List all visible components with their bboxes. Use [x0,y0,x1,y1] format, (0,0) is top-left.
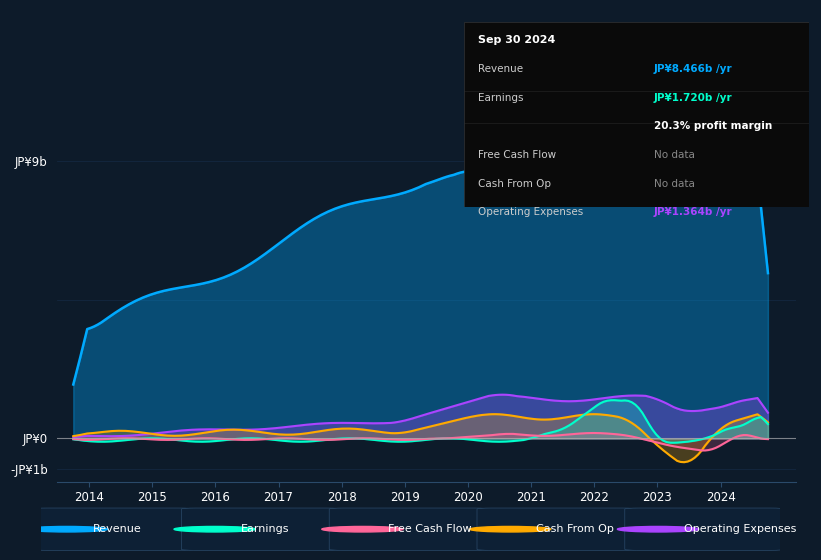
Text: No data: No data [654,179,695,189]
Text: Operating Expenses: Operating Expenses [478,207,583,217]
Text: Free Cash Flow: Free Cash Flow [478,150,556,160]
Text: Cash From Op: Cash From Op [478,179,551,189]
Text: JP¥1.364b /yr: JP¥1.364b /yr [654,207,732,217]
Circle shape [470,526,551,532]
Text: Sep 30 2024: Sep 30 2024 [478,35,555,45]
Text: Revenue: Revenue [93,524,141,534]
Text: Operating Expenses: Operating Expenses [684,524,796,534]
FancyBboxPatch shape [34,508,193,550]
Circle shape [174,526,255,532]
FancyBboxPatch shape [625,508,784,550]
Text: Free Cash Flow: Free Cash Flow [388,524,472,534]
FancyBboxPatch shape [329,508,488,550]
Text: Revenue: Revenue [478,64,523,74]
Text: Earnings: Earnings [478,92,523,102]
FancyBboxPatch shape [181,508,341,550]
Circle shape [26,526,108,532]
Text: 20.3% profit margin: 20.3% profit margin [654,122,772,131]
FancyBboxPatch shape [464,22,809,207]
Circle shape [322,526,403,532]
Text: Cash From Op: Cash From Op [536,524,614,534]
Text: No data: No data [654,150,695,160]
FancyBboxPatch shape [477,508,636,550]
Text: JP¥1.720b /yr: JP¥1.720b /yr [654,92,732,102]
Text: Earnings: Earnings [241,524,289,534]
Text: JP¥8.466b /yr: JP¥8.466b /yr [654,64,732,74]
Circle shape [617,526,699,532]
